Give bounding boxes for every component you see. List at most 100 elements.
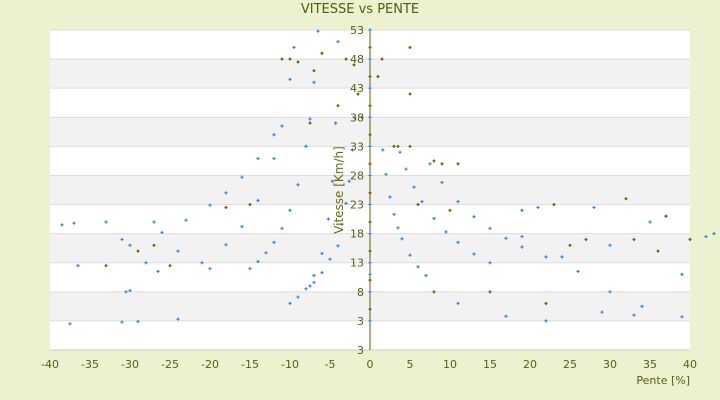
data-point-blue: [312, 280, 316, 285]
data-point-blue: [680, 315, 684, 319]
data-point-olive: [368, 45, 372, 50]
x-tick-label: -35: [81, 358, 99, 371]
data-point-olive: [280, 57, 284, 61]
data-point-blue: [120, 320, 124, 324]
data-point-blue: [280, 124, 284, 128]
data-point-blue: [256, 198, 260, 203]
data-point-blue: [368, 272, 372, 276]
data-point-olive: [584, 237, 588, 242]
data-point-blue: [296, 295, 300, 299]
data-point-blue: [488, 261, 492, 265]
data-point-blue: [600, 310, 604, 314]
x-tick-label: -5: [325, 358, 336, 371]
y-tick-label: 13: [350, 257, 364, 270]
data-point-blue: [404, 167, 408, 171]
data-point-blue: [368, 86, 372, 90]
data-point-olive: [448, 208, 452, 213]
data-point-olive: [288, 57, 292, 61]
data-point-blue: [428, 162, 432, 166]
data-point-blue: [398, 150, 402, 154]
data-point-olive: [408, 45, 412, 50]
data-point-blue: [536, 205, 540, 210]
data-point-blue: [424, 273, 428, 278]
data-point-olive: [296, 60, 300, 64]
data-point-blue: [224, 243, 228, 247]
data-point-blue: [712, 232, 716, 236]
data-point-blue: [368, 261, 372, 265]
data-point-olive: [568, 243, 572, 248]
data-point-olive: [392, 144, 396, 149]
data-point-blue: [176, 249, 180, 253]
data-point-olive: [356, 92, 360, 96]
data-point-blue: [152, 220, 156, 224]
data-point-blue: [347, 179, 351, 183]
data-point-olive: [408, 92, 412, 96]
data-point-blue: [456, 200, 460, 204]
y-tick-label: 23: [350, 199, 364, 212]
data-point-blue: [120, 237, 124, 242]
x-tick-label: 0: [367, 358, 374, 371]
data-point-olive: [336, 103, 340, 108]
data-point-olive: [688, 237, 692, 242]
data-point-blue: [368, 290, 372, 294]
data-point-blue: [272, 156, 276, 161]
data-point-blue: [504, 236, 508, 240]
data-point-blue: [340, 222, 344, 226]
data-point-blue: [368, 173, 372, 178]
data-point-blue: [412, 185, 416, 189]
data-point-olive: [488, 290, 492, 294]
data-point-blue: [368, 57, 372, 61]
data-point-blue: [272, 133, 276, 137]
y-tick-label: 38: [350, 111, 364, 124]
data-point-blue: [124, 290, 128, 294]
data-point-blue: [384, 172, 388, 176]
data-point-olive: [368, 278, 372, 282]
data-point-blue: [368, 319, 372, 323]
data-point-blue: [504, 314, 508, 318]
data-point-blue: [256, 156, 260, 161]
data-point-olive: [656, 249, 660, 253]
data-point-blue: [144, 261, 148, 265]
data-point-blue: [248, 266, 252, 271]
data-point-olive: [552, 202, 556, 207]
data-point-blue: [288, 208, 292, 212]
x-tick-label: -30: [121, 358, 139, 371]
data-point-olive: [248, 202, 252, 207]
x-tick-label: 15: [483, 358, 497, 371]
data-point-blue: [388, 195, 392, 199]
data-point-olive: [224, 205, 228, 210]
data-point-blue: [320, 251, 324, 256]
data-point-blue: [520, 208, 524, 212]
y-tick-label: 43: [350, 82, 364, 95]
data-point-olive: [544, 301, 548, 306]
data-point-blue: [176, 317, 180, 321]
y-tick-label: 33: [350, 140, 364, 153]
x-tick-label: -20: [201, 358, 219, 371]
y-tick-label: 8: [357, 286, 364, 299]
data-point-blue: [608, 290, 612, 294]
data-point-blue: [308, 117, 312, 121]
data-point-blue: [128, 243, 132, 247]
data-point-blue: [592, 205, 596, 210]
data-point-olive: [440, 162, 444, 166]
data-point-blue: [330, 179, 334, 183]
y-tick-label: 18: [350, 228, 364, 241]
data-point-blue: [104, 220, 108, 224]
data-point-blue: [368, 144, 372, 148]
data-point-blue: [416, 265, 420, 269]
data-point-olive: [368, 191, 372, 195]
data-point-blue: [272, 240, 276, 244]
x-tick-label: 30: [603, 358, 617, 371]
x-tick-label: -10: [281, 358, 299, 371]
data-point-blue: [240, 175, 244, 179]
data-point-olive: [376, 74, 380, 79]
data-point-olive: [368, 307, 372, 312]
data-point-blue: [296, 183, 300, 187]
data-point-blue: [396, 226, 400, 230]
data-point-olive: [664, 214, 668, 218]
x-tick-label: -25: [161, 358, 179, 371]
data-point-blue: [544, 319, 548, 323]
y-tick-label: 48: [350, 53, 364, 66]
data-point-blue: [648, 220, 652, 224]
